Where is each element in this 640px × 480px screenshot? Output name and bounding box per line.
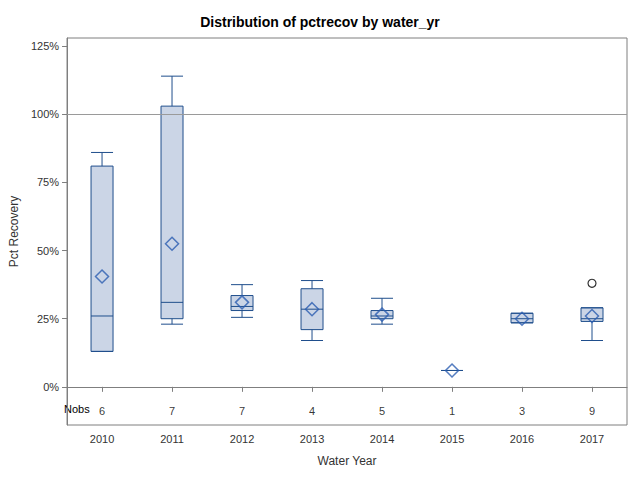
svg-text:2014: 2014 [370, 433, 394, 445]
svg-text:1: 1 [449, 405, 455, 417]
svg-text:75%: 75% [37, 176, 59, 188]
svg-text:2012: 2012 [230, 433, 254, 445]
svg-text:25%: 25% [37, 313, 59, 325]
svg-text:50%: 50% [37, 245, 59, 257]
svg-text:2010: 2010 [90, 433, 114, 445]
svg-text:7: 7 [239, 405, 245, 417]
svg-text:Nobs: Nobs [64, 403, 90, 415]
svg-text:Water Year: Water Year [318, 454, 377, 468]
svg-text:5: 5 [379, 405, 385, 417]
svg-text:Pct Recovery: Pct Recovery [7, 196, 21, 267]
svg-text:Distribution of pctrecov by wa: Distribution of pctrecov by water_yr [200, 14, 440, 30]
svg-text:2016: 2016 [510, 433, 534, 445]
svg-text:9: 9 [589, 405, 595, 417]
svg-text:6: 6 [99, 405, 105, 417]
svg-text:2013: 2013 [300, 433, 324, 445]
svg-text:125%: 125% [31, 40, 59, 52]
svg-text:2011: 2011 [160, 433, 184, 445]
svg-text:7: 7 [169, 405, 175, 417]
svg-text:0%: 0% [43, 381, 59, 393]
svg-text:4: 4 [309, 405, 315, 417]
svg-text:3: 3 [519, 405, 525, 417]
svg-text:2017: 2017 [580, 433, 604, 445]
svg-text:100%: 100% [31, 108, 59, 120]
svg-text:2015: 2015 [440, 433, 464, 445]
